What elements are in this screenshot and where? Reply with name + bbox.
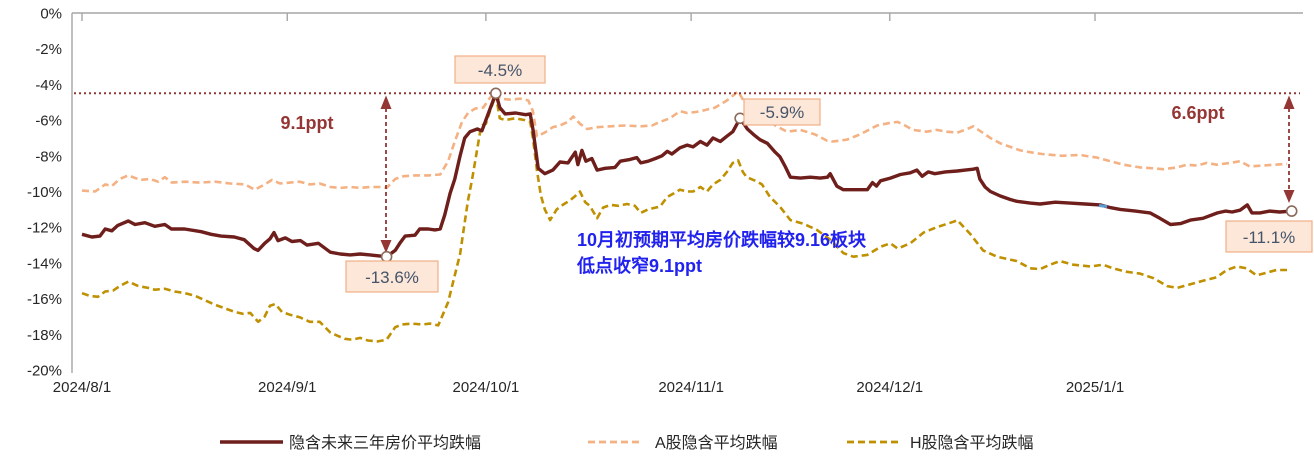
y-tick-label: -20% — [27, 363, 62, 380]
y-axis-tick-labels: 0% -2% -4% -6% -8% -10% -12% -14% -16% -18% -20% — [27, 6, 62, 380]
legend-label-1: A股隐含平均跌幅 — [655, 434, 778, 452]
x-tick-label: 2024/12/1 — [856, 379, 923, 396]
y-tick-label: -4% — [35, 77, 62, 94]
y-tick-label: -18% — [27, 327, 62, 344]
arrowhead-down-icon — [1283, 190, 1295, 203]
gap-arrow-6-6ppt — [1283, 95, 1295, 203]
note-line-2: 低点收窄9.1ppt — [576, 255, 702, 276]
callout-peak-4-5-label: -4.5% — [478, 61, 522, 80]
x-tick-label: 2025/1/1 — [1066, 379, 1124, 396]
legend-label-2: H股隐含平均跌幅 — [910, 434, 1034, 452]
gap-label-6-6ppt: 6.6ppt — [1171, 103, 1224, 123]
y-tick-label: -16% — [27, 291, 62, 308]
y-tick-label: 0% — [40, 6, 62, 23]
series-line-1 — [81, 90, 1288, 193]
callout-end-11-1: -11.1% — [1225, 220, 1313, 253]
y-tick-label: -10% — [27, 184, 62, 201]
series-line-2 — [81, 93, 1287, 343]
callout-peak-5-9: -5.9% — [743, 98, 821, 126]
gap-label-9-1ppt: 9.1ppt — [280, 113, 333, 133]
x-tick-label: 2024/11/1 — [658, 379, 724, 396]
y-tick-label: -12% — [27, 220, 62, 237]
data-series — [81, 90, 1292, 343]
y-tick-label: -6% — [35, 113, 62, 130]
y-tick-label: -14% — [27, 255, 62, 272]
note-annotation: 10月初预期平均房价跌幅较9.16板块 低点收窄9.1ppt — [576, 229, 867, 276]
arrowhead-up-icon — [380, 95, 392, 109]
arrowhead-up-icon — [1283, 95, 1295, 109]
blue-segment-artifact — [1098, 204, 1108, 208]
legend-label-0: 隐含未来三年房价平均跌幅 — [289, 434, 481, 452]
marker-dot — [1285, 205, 1298, 217]
series-line-0 — [81, 91, 1292, 259]
x-tick-label: 2024/10/1 — [453, 379, 520, 396]
x-tick-label: 2024/9/1 — [258, 379, 316, 396]
marker-dot — [380, 250, 393, 263]
callout-low-13-6-label: -13.6% — [365, 268, 419, 287]
y-tick-label: -2% — [35, 41, 62, 58]
arrowhead-down-icon — [380, 240, 392, 253]
callout-peak-4-5: -4.5% — [454, 55, 546, 84]
legend: 隐含未来三年房价平均跌幅 A股隐含平均跌幅 H股隐含平均跌幅 — [220, 434, 1034, 452]
callout-peak-5-9-label: -5.9% — [760, 103, 804, 122]
x-tick-label: 2024/8/1 — [53, 379, 111, 396]
gap-arrow-9-1ppt — [380, 95, 392, 253]
data-point-markers — [380, 87, 1298, 263]
y-tick-label: -8% — [35, 148, 62, 165]
marker-dot — [489, 87, 502, 100]
callout-end-11-1-label: -11.1% — [1243, 228, 1296, 247]
callout-low-13-6: -13.6% — [345, 260, 439, 293]
note-line-1: 10月初预期平均房价跌幅较9.16板块 — [577, 229, 867, 250]
x-axis-ticks: 2024/8/1 2024/9/1 2024/10/1 2024/11/1 2024/1… — [53, 13, 1124, 396]
